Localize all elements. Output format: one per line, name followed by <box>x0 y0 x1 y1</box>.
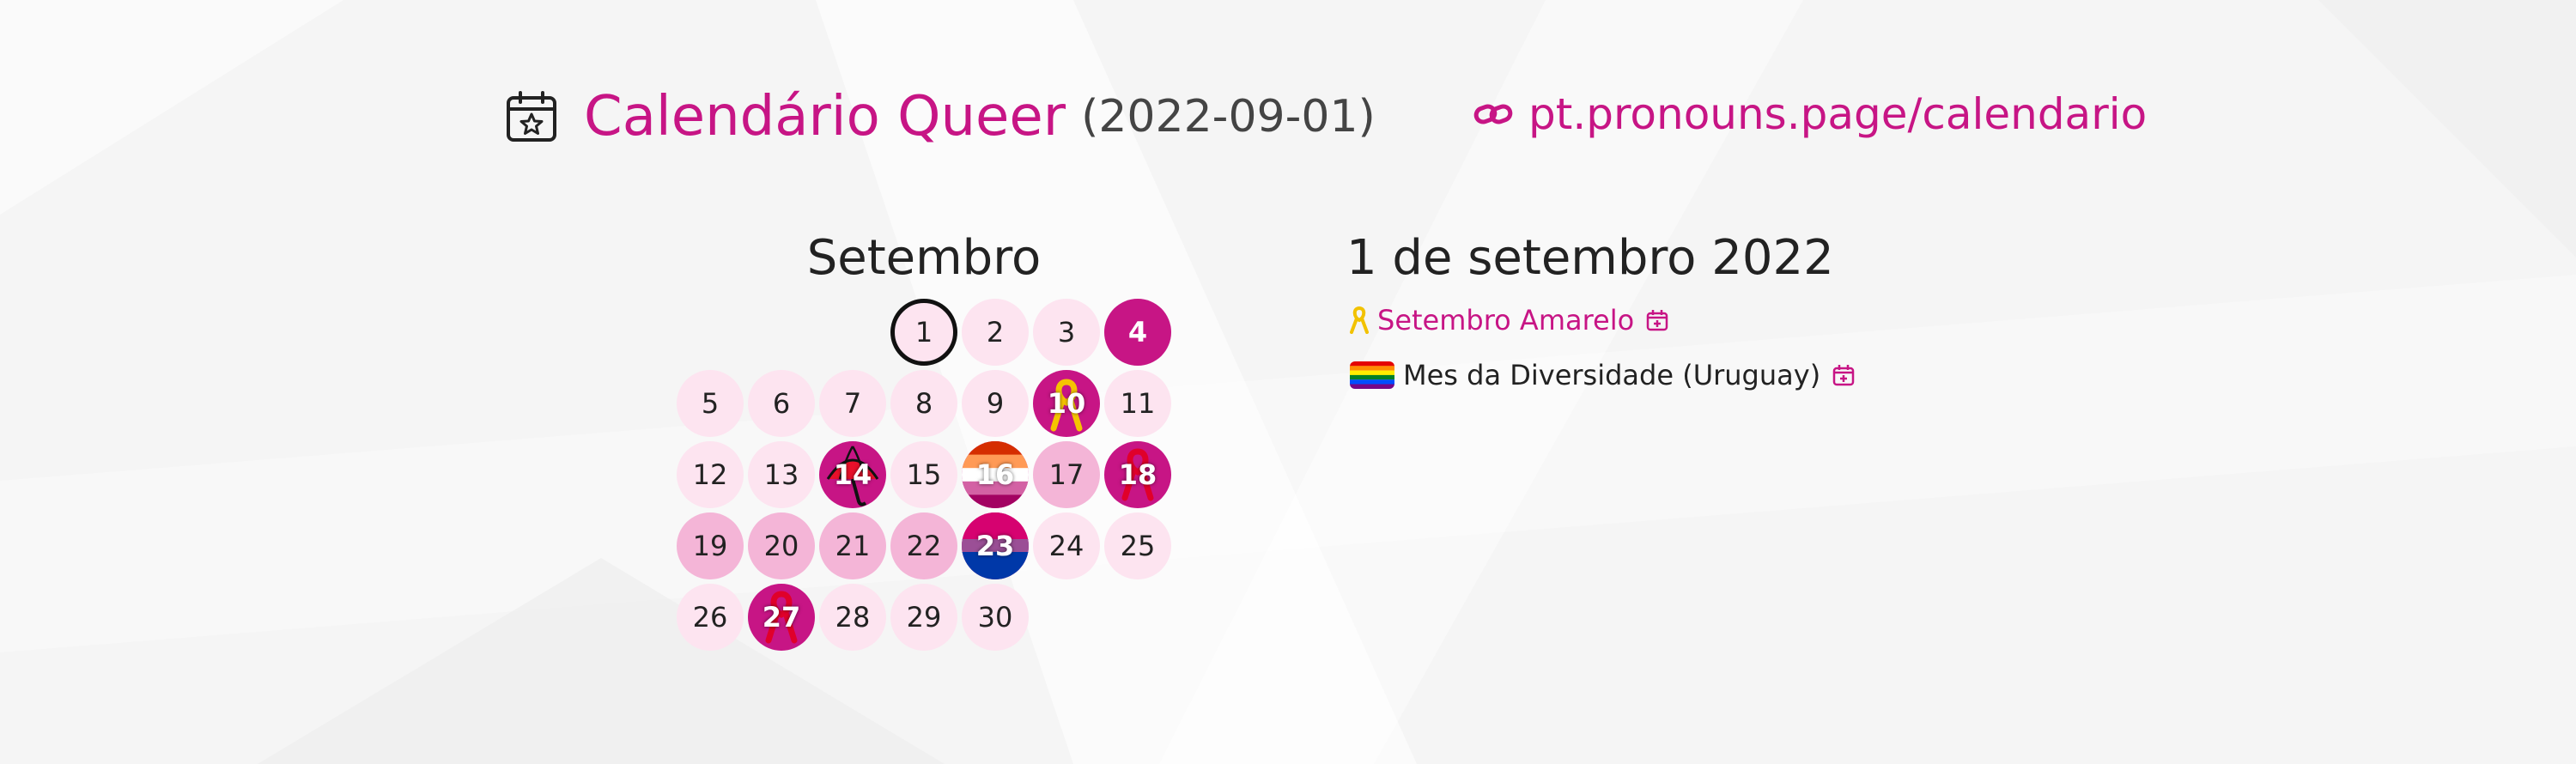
event-item-setembro-amarelo[interactable]: Setembro Amarelo <box>1350 304 1668 337</box>
calendar-day-number: 27 <box>762 601 801 634</box>
lesbian-flag-icon <box>962 441 1029 508</box>
calendar-day[interactable]: 1 <box>890 299 957 366</box>
calendar-day-number: 3 <box>1057 316 1076 349</box>
calendar-day[interactable]: 4 <box>1104 299 1171 366</box>
site-link[interactable]: pt.pronouns.page/calendario <box>1473 89 2147 139</box>
calendar-day[interactable]: 25 <box>1104 512 1171 579</box>
calendar-day[interactable]: 27 <box>748 584 815 651</box>
bisexual-flag-icon <box>962 512 1029 579</box>
calendar-day-number: 15 <box>906 458 942 491</box>
calendar-day[interactable]: 16 <box>962 441 1029 508</box>
calendar-day-number: 18 <box>1118 458 1157 491</box>
calendar-day-number: 30 <box>977 601 1013 634</box>
calendar-day[interactable]: 2 <box>962 299 1029 366</box>
calendar-day-number: 21 <box>835 530 871 562</box>
page-date: (2022-09-01) <box>1081 91 1376 142</box>
calendar-day[interactable]: 30 <box>962 584 1029 651</box>
calendar-day[interactable]: 8 <box>890 370 957 437</box>
calendar-day-number: 25 <box>1120 530 1156 562</box>
add-to-calendar-icon[interactable] <box>1646 309 1668 331</box>
calendar-day[interactable]: 6 <box>748 370 815 437</box>
calendar-day[interactable]: 20 <box>748 512 815 579</box>
calendar-day[interactable]: 9 <box>962 370 1029 437</box>
calendar-day-number: 24 <box>1048 530 1084 562</box>
calendar-star-icon <box>507 91 556 142</box>
calendar-day-number: 2 <box>986 316 1005 349</box>
calendar-day-number: 29 <box>906 601 942 634</box>
calendar-day-number: 20 <box>763 530 799 562</box>
calendar-day-number: 14 <box>833 458 872 491</box>
calendar-day[interactable]: 13 <box>748 441 815 508</box>
calendar-day[interactable]: 7 <box>819 370 886 437</box>
calendar-day-number: 4 <box>1127 316 1148 349</box>
month-title: Setembro <box>806 230 1042 286</box>
link-icon <box>1473 104 1513 124</box>
calendar-day[interactable]: 10 <box>1033 370 1100 437</box>
yellow-ribbon-icon <box>1350 306 1369 334</box>
add-to-calendar-icon[interactable] <box>1832 364 1855 386</box>
page-title: Calendário Queer <box>584 85 1066 149</box>
calendar-day-number: 13 <box>763 458 799 491</box>
calendar-day-number: 28 <box>835 601 871 634</box>
calendar-day[interactable]: 23 <box>962 512 1029 579</box>
calendar-day-number: 7 <box>843 387 862 420</box>
calendar-day-number: 26 <box>692 601 728 634</box>
red-umbrella-icon <box>826 446 879 506</box>
calendar-day[interactable]: 11 <box>1104 370 1171 437</box>
calendar-day[interactable]: 17 <box>1033 441 1100 508</box>
calendar-day[interactable]: 3 <box>1033 299 1100 366</box>
calendar-day-number: 22 <box>906 530 942 562</box>
calendar-day[interactable]: 29 <box>890 584 957 651</box>
calendar-day-number: 9 <box>986 387 1005 420</box>
calendar-day[interactable]: 26 <box>677 584 744 651</box>
calendar-day[interactable]: 21 <box>819 512 886 579</box>
calendar-day-number: 17 <box>1048 458 1084 491</box>
calendar-day-number: 10 <box>1047 387 1086 420</box>
calendar-day-number: 6 <box>772 387 791 420</box>
calendar-day[interactable]: 18 <box>1104 441 1171 508</box>
calendar-day-number: 5 <box>701 387 720 420</box>
calendar-day[interactable]: 22 <box>890 512 957 579</box>
event-label[interactable]: Mes da Diversidade (Uruguay) <box>1403 359 1821 391</box>
red-ribbon-icon <box>1121 448 1154 501</box>
event-item-mes-da-diversidade[interactable]: Mes da Diversidade (Uruguay) <box>1350 359 1855 391</box>
calendar-day[interactable]: 19 <box>677 512 744 579</box>
calendar-day[interactable]: 24 <box>1033 512 1100 579</box>
calendar-day-number: 11 <box>1120 387 1156 420</box>
yellow-ribbon-icon <box>1050 379 1083 432</box>
calendar-day-number: 8 <box>914 387 933 420</box>
red-ribbon-icon <box>765 591 798 644</box>
calendar-day[interactable]: 28 <box>819 584 886 651</box>
events-date: 1 de setembro 2022 <box>1346 230 1834 286</box>
calendar-day[interactable]: 14 <box>819 441 886 508</box>
calendar-day-number: 1 <box>914 316 933 349</box>
rainbow-flag-icon <box>1350 361 1394 389</box>
calendar-day-number: 16 <box>975 458 1015 491</box>
calendar-day-number: 12 <box>692 458 728 491</box>
calendar-day-number: 19 <box>692 530 728 562</box>
calendar-day[interactable]: 5 <box>677 370 744 437</box>
calendar-day[interactable]: 15 <box>890 441 957 508</box>
header: Calendário Queer (2022-09-01) <box>505 82 1376 151</box>
event-label[interactable]: Setembro Amarelo <box>1377 304 1635 337</box>
site-link-text[interactable]: pt.pronouns.page/calendario <box>1528 89 2148 139</box>
calendar-day-number: 23 <box>975 530 1015 562</box>
calendar-day[interactable]: 12 <box>677 441 744 508</box>
